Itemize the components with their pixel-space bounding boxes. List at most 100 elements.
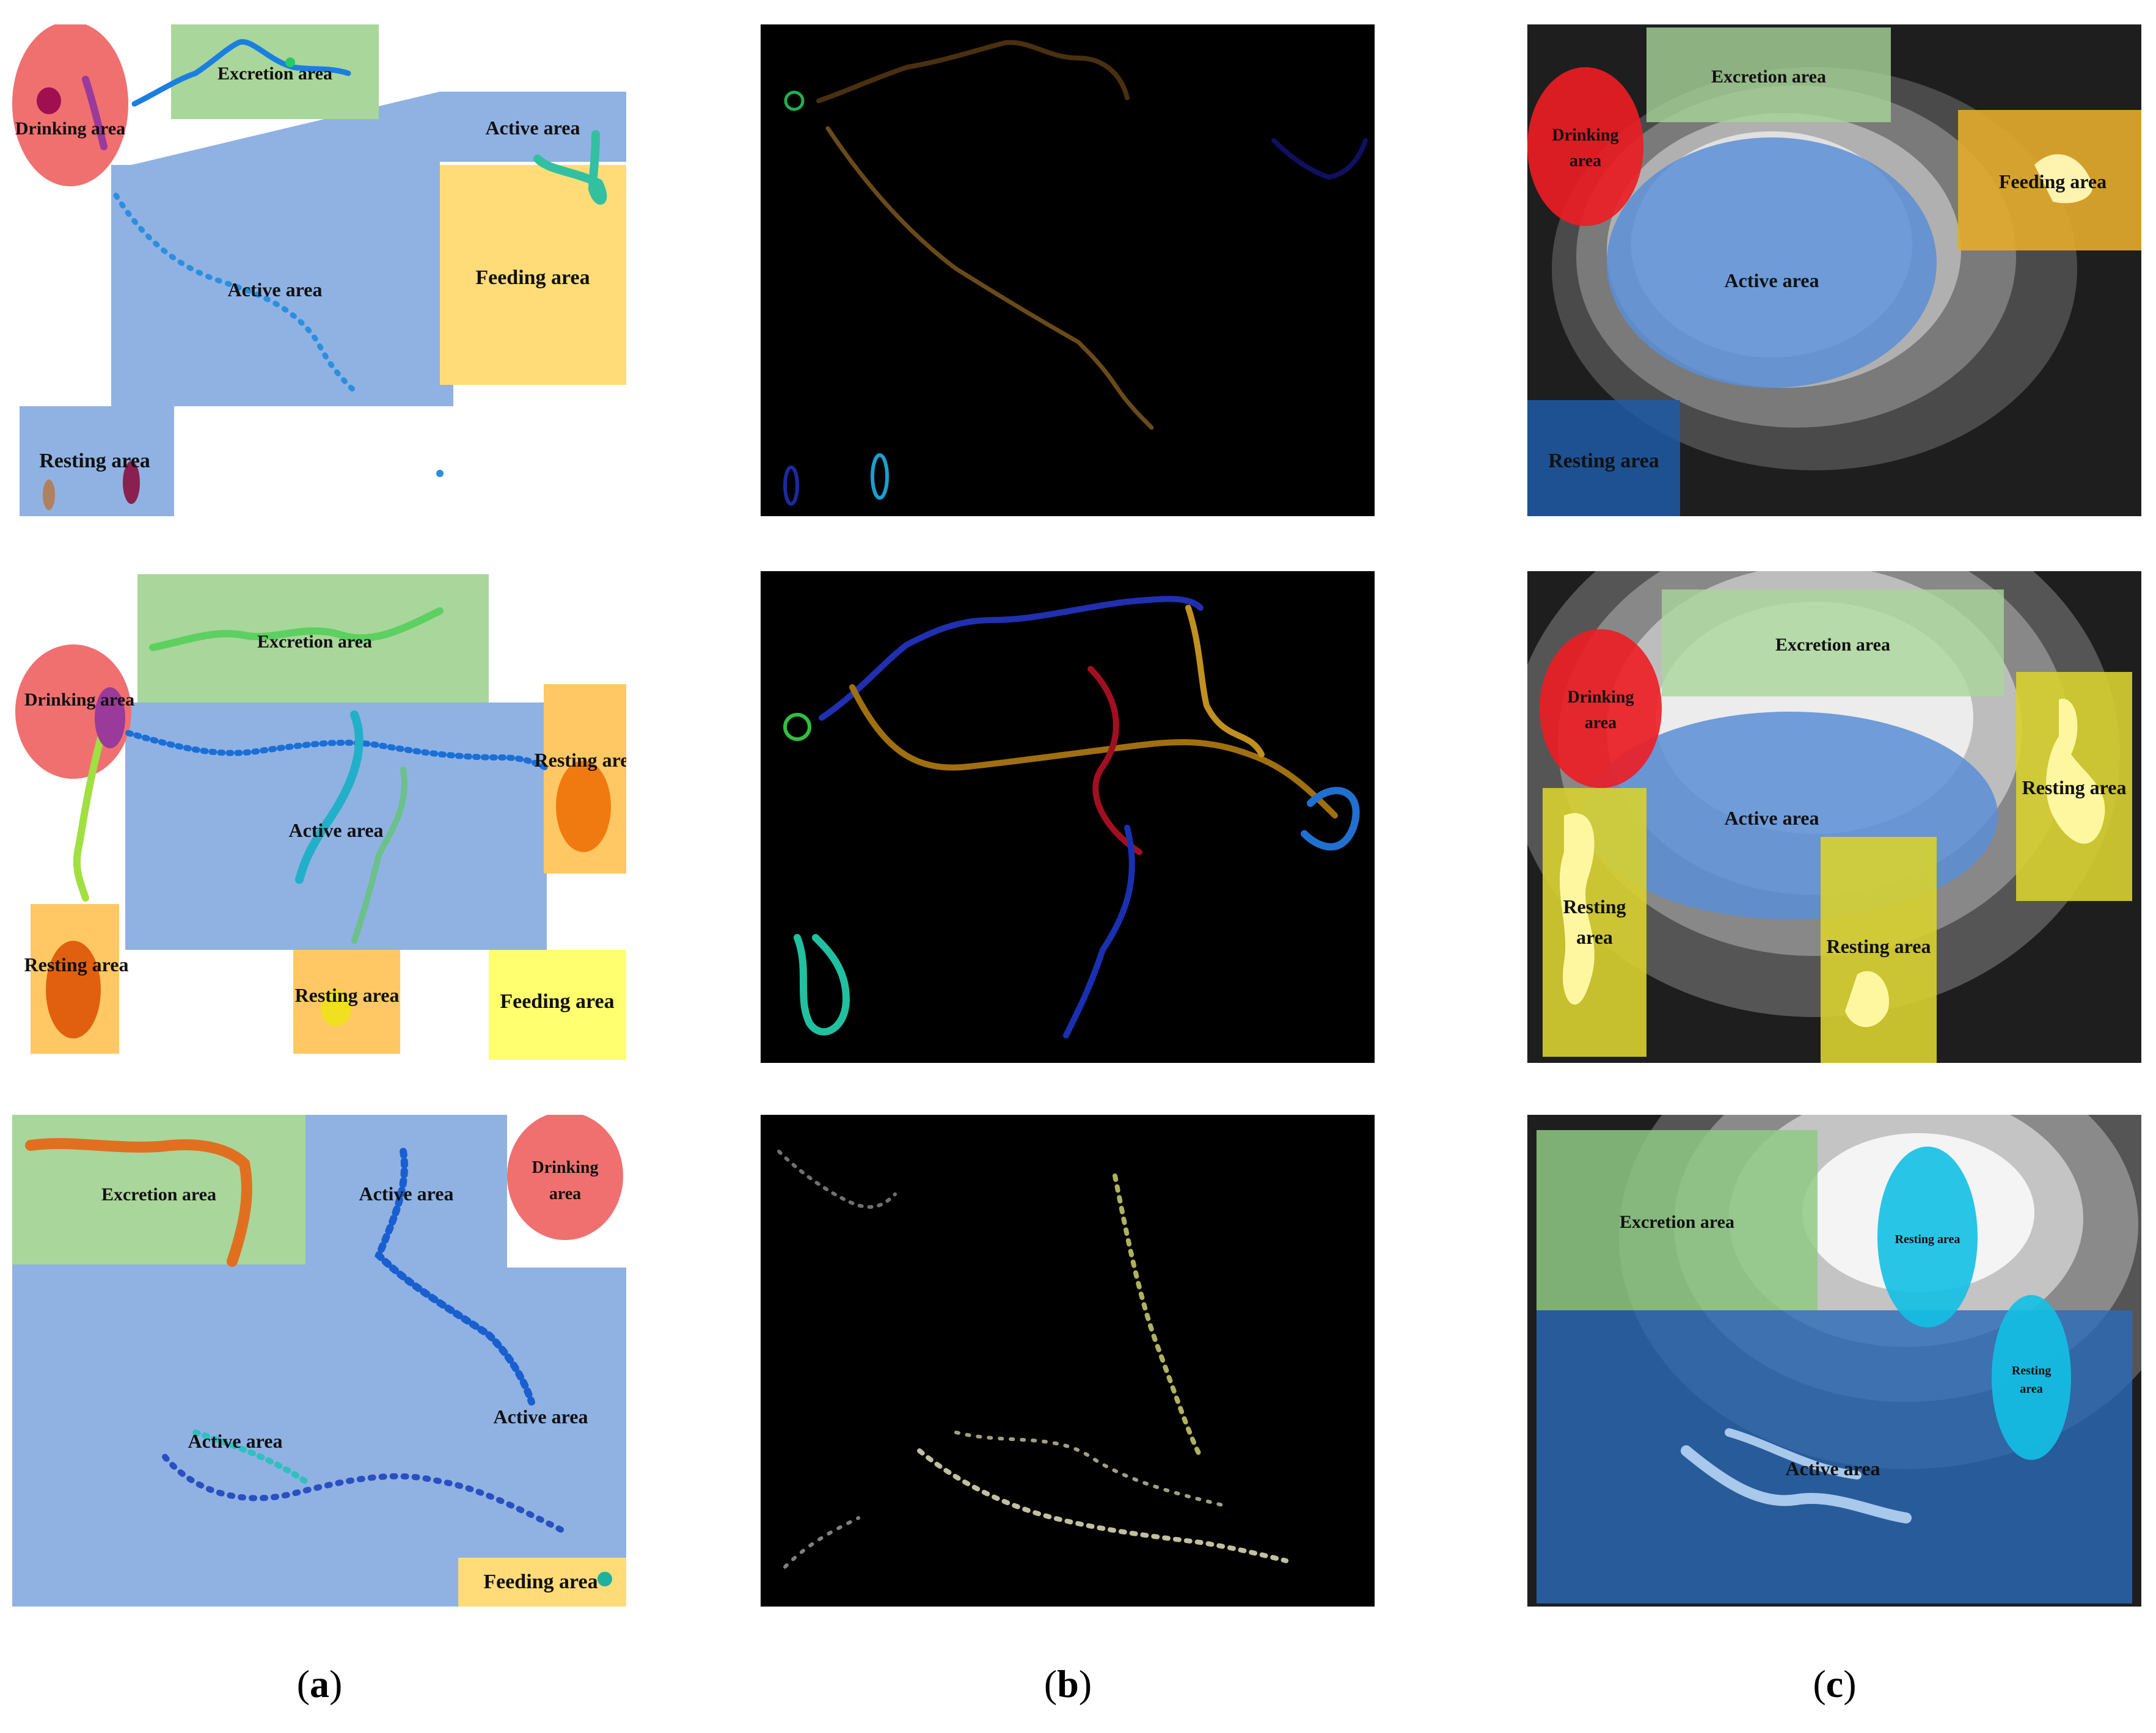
feeding-label: Feeding area — [500, 990, 614, 1013]
active-label-top: Active area — [359, 1183, 454, 1205]
trajectory-path — [25, 1138, 252, 1267]
heat-blob — [1725, 1428, 1862, 1479]
trajectory-path — [819, 596, 1204, 721]
trajectory-path — [917, 1448, 1288, 1563]
trajectory-path — [597, 1572, 612, 1586]
resting-label-left-line1: Resting — [1563, 896, 1626, 918]
trajectory-path — [816, 40, 1130, 103]
resting-label-right: Resting area — [535, 749, 626, 771]
trajectory-path — [351, 767, 407, 944]
trajectory-path — [1301, 787, 1360, 851]
trajectory-path — [321, 990, 351, 1026]
drinking-zone — [1540, 629, 1662, 788]
heat-blob — [2046, 698, 2105, 844]
trajectory-path — [95, 687, 125, 748]
trajectory-path — [113, 192, 357, 394]
drinking-zone — [507, 1115, 623, 1240]
resting-zone — [1527, 400, 1680, 516]
trajectory-path — [954, 1431, 1227, 1508]
drinking-label-line2: area — [1569, 151, 1601, 170]
trajectory-path — [825, 126, 1154, 430]
excretion-label: Excretion area — [101, 1184, 216, 1205]
trajectory-path — [125, 730, 553, 773]
trajectory-path — [162, 1454, 565, 1533]
panel-a1-trajectory-map: Drinking area Excretion area Active area… — [12, 24, 626, 516]
heat-blob — [1845, 971, 1889, 1027]
panel-a3-trajectory-map: Excretion area Active area Drinking area… — [12, 1115, 626, 1607]
drinking-label-line1: Drinking — [532, 1158, 599, 1177]
drinking-zone — [1527, 67, 1643, 226]
trajectory-path — [784, 90, 805, 111]
resting-zone-bottom — [1821, 837, 1937, 1063]
feeding-label: Feeding area — [475, 266, 590, 289]
drinking-label-line2: area — [549, 1184, 581, 1203]
trajectory-path — [783, 1516, 860, 1569]
excretion-zone — [1537, 1130, 1818, 1310]
resting-label-right-line1: Resting — [2012, 1364, 2051, 1377]
resting-zone-left — [1543, 788, 1646, 1057]
trajectory-path — [1063, 825, 1135, 1038]
active-label-left: Active area — [188, 1430, 283, 1452]
trajectory-path — [149, 607, 444, 651]
resting-label: Resting area — [39, 450, 150, 472]
heat-blob — [2034, 154, 2093, 203]
excretion-zone — [1646, 27, 1891, 122]
excretion-label: Excretion area — [257, 632, 372, 652]
resting-label-bottom: Resting area — [1827, 935, 1931, 957]
resting-label-right-line2: area — [2020, 1382, 2042, 1396]
drinking-label-line1: Drinking — [1568, 688, 1634, 707]
caption-b: (b) — [1043, 1662, 1092, 1706]
trajectory-path — [783, 465, 799, 506]
panel-c1-zone-map: Excretion area Drinking area Feeding are… — [1527, 24, 2141, 516]
active-label: Active area — [1725, 807, 1819, 829]
panel-c3-zone-map: Excretion area Resting area Resting area… — [1527, 1115, 2141, 1607]
active-zone — [1607, 137, 1937, 388]
trajectory-path — [871, 453, 889, 500]
resting-zone-right — [1992, 1295, 2071, 1460]
trajectory-path — [783, 713, 811, 741]
trajectory-path — [73, 723, 108, 902]
trajectory-path — [1113, 1173, 1203, 1459]
active-label: Active area — [1786, 1458, 1880, 1479]
panel-b3-heatmap-trajectory — [761, 1115, 1375, 1607]
trajectory-path — [131, 38, 351, 107]
active-label-right: Active area — [486, 117, 580, 139]
trajectory-path — [46, 941, 101, 1038]
trajectory-path — [777, 1150, 897, 1209]
trajectory-path — [192, 1429, 309, 1484]
caption-c: (c) — [1813, 1662, 1857, 1706]
trajectory-path — [295, 710, 364, 884]
trajectory-path — [556, 761, 611, 852]
excretion-label: Excretion area — [217, 64, 332, 84]
excretion-zone — [1662, 589, 2004, 696]
excretion-label: Excretion area — [1775, 635, 1890, 655]
excretion-label: Excretion area — [1620, 1212, 1734, 1232]
trajectory-path — [123, 461, 140, 504]
drinking-label: Drinking area — [15, 119, 125, 139]
trajectory-path — [533, 130, 607, 205]
active-label-right: Active area — [494, 1406, 588, 1428]
feeding-zone — [489, 950, 626, 1060]
panel-b1-heatmap-trajectory — [761, 24, 1375, 516]
trajectory-path — [37, 87, 61, 114]
drinking-label-line1: Drinking — [1552, 126, 1619, 145]
resting-label-right: Resting area — [2022, 776, 2127, 798]
trajectory-path — [1271, 138, 1368, 180]
panel-b2-heatmap-trajectory — [761, 571, 1375, 1063]
trajectory-path — [794, 934, 850, 1036]
drinking-label-line2: area — [1585, 713, 1617, 732]
excretion-label: Excretion area — [1711, 67, 1826, 87]
trajectory-path — [43, 480, 55, 510]
trajectory-path — [1087, 666, 1142, 855]
resting-label-top: Resting area — [1895, 1233, 1960, 1246]
panel-c2-zone-map: Excretion area Drinking area Resting are… — [1527, 571, 2141, 1063]
panel-a2-trajectory-map: Excretion area Drinking area Resting are… — [12, 574, 626, 1066]
active-label: Active area — [289, 819, 384, 841]
heat-blob — [1559, 813, 1595, 1005]
active-zone-center — [111, 165, 453, 406]
active-label-center: Active area — [228, 279, 323, 301]
resting-label-bottom: Resting area — [295, 984, 400, 1006]
resting-label-left: Resting area — [24, 954, 129, 976]
trajectory-path — [82, 76, 108, 150]
trajectory-path — [374, 1148, 535, 1406]
